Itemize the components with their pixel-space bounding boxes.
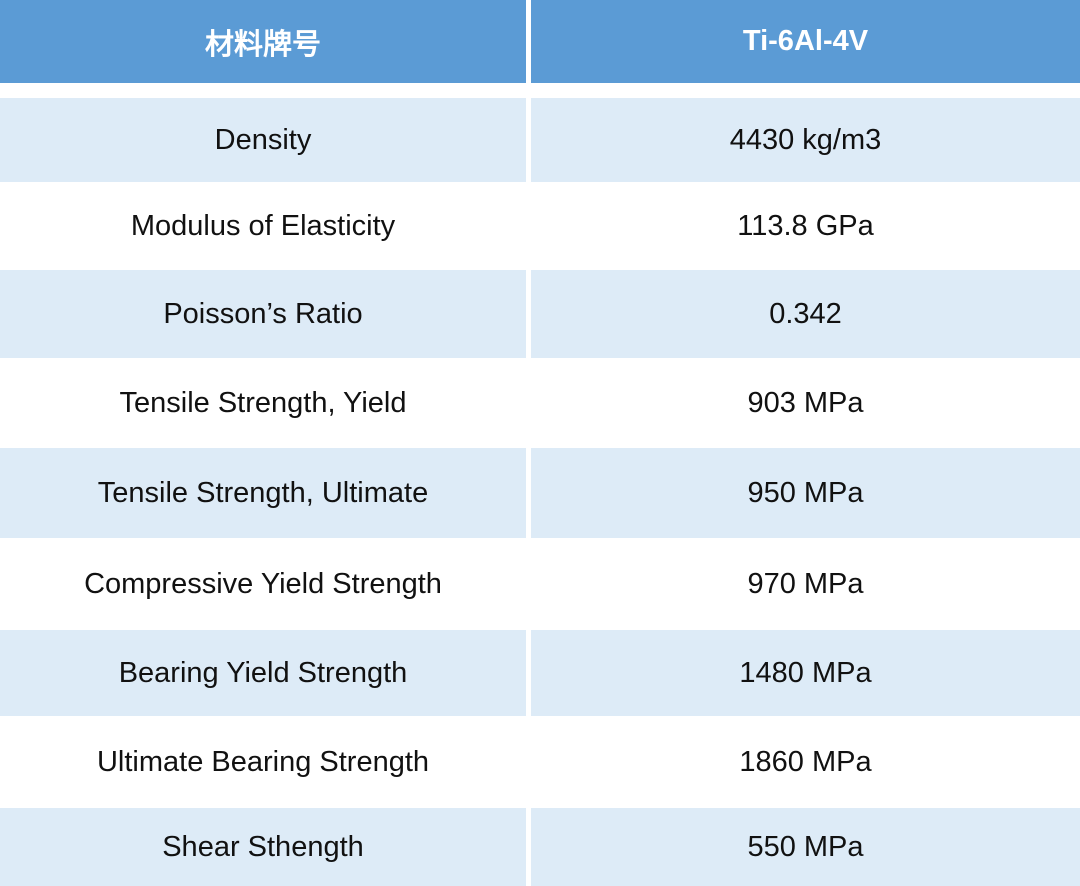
property-value: 1860 MPa	[531, 716, 1080, 808]
property-value: 113.8 GPa	[531, 182, 1080, 270]
property-value: 950 MPa	[531, 448, 1080, 538]
property-value: 550 MPa	[531, 808, 1080, 886]
table-row: Shear Sthength 550 MPa	[0, 808, 1080, 886]
table-row: Ultimate Bearing Strength 1860 MPa	[0, 716, 1080, 808]
property-name: Poisson’s Ratio	[0, 270, 526, 358]
property-name: Shear Sthength	[0, 808, 526, 886]
header-alloy-name: Ti-6Al-4V	[531, 0, 1080, 83]
property-value: 1480 MPa	[531, 630, 1080, 716]
property-name: Modulus of Elasticity	[0, 182, 526, 270]
table-row: Modulus of Elasticity 113.8 GPa	[0, 182, 1080, 270]
property-name: Compressive Yield Strength	[0, 538, 526, 630]
table-row: Tensile Strength, Ultimate 950 MPa	[0, 448, 1080, 538]
table-row: Bearing Yield Strength 1480 MPa	[0, 630, 1080, 716]
table-row: Tensile Strength, Yield 903 MPa	[0, 358, 1080, 448]
property-name: Tensile Strength, Ultimate	[0, 448, 526, 538]
table-row: Compressive Yield Strength 970 MPa	[0, 538, 1080, 630]
property-name: Ultimate Bearing Strength	[0, 716, 526, 808]
property-value: 903 MPa	[531, 358, 1080, 448]
property-name: Bearing Yield Strength	[0, 630, 526, 716]
header-material-grade: 材料牌号	[0, 0, 526, 83]
property-value: 4430 kg/m3	[531, 98, 1080, 182]
table-row: Poisson’s Ratio 0.342	[0, 270, 1080, 358]
property-name: Tensile Strength, Yield	[0, 358, 526, 448]
property-value: 970 MPa	[531, 538, 1080, 630]
table-header-row: 材料牌号 Ti-6Al-4V	[0, 0, 1080, 83]
property-value: 0.342	[531, 270, 1080, 358]
table-row: Density 4430 kg/m3	[0, 98, 1080, 182]
property-name: Density	[0, 98, 526, 182]
